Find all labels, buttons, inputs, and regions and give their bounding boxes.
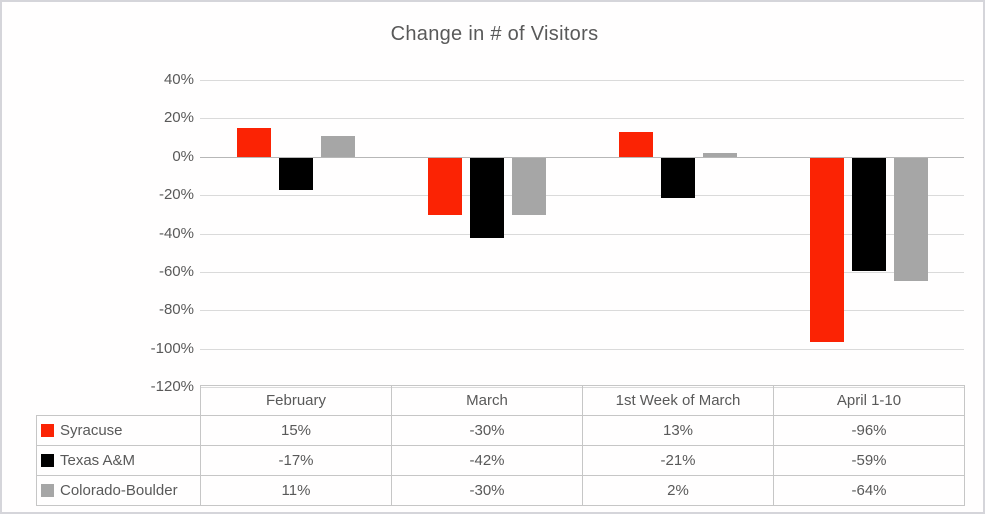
table-cell-colorado-boulder-february: 11% (200, 475, 392, 506)
bar-syracuse-april-1-10 (809, 157, 844, 342)
table-column-header-april-1-10: April 1-10 (773, 385, 965, 416)
gridline (200, 80, 964, 81)
y-axis-tick-label: 40% (163, 71, 194, 88)
legend-item-texas-a-m: Texas A&M (36, 445, 201, 476)
bar-syracuse-february (236, 127, 271, 157)
table-cell-colorado-boulder-march: -30% (391, 475, 583, 506)
y-axis: 40% 20% 0% -20% -40% -60% -80% -100% -120% (2, 2, 194, 512)
y-axis-tick-label: 20% (163, 109, 194, 127)
gridline (200, 195, 964, 197)
y-axis-tick-label: -20% (158, 186, 194, 204)
legend-color-swatch-icon (41, 424, 54, 437)
bar-texas-a-m-1st-week-of-march (660, 157, 695, 199)
y-axis-tick-label: -80% (158, 301, 194, 319)
x-axis-line (200, 156, 964, 158)
table-column-header-1st-week-of-march: 1st Week of March (582, 385, 774, 416)
y-axis-tick-label: -40% (158, 224, 194, 242)
bar-colorado-boulder-april-1-10 (893, 157, 928, 281)
gridline (200, 271, 964, 273)
table-cell-syracuse-february: 15% (200, 415, 392, 446)
y-axis-tick-label: -120% (150, 378, 194, 395)
legend-item-colorado-boulder: Colorado-Boulder (36, 475, 201, 506)
data-table: February March 1st Week of March April 1-10… (36, 385, 965, 506)
table-cell-colorado-boulder-april-1-10: -64% (773, 475, 965, 506)
plot-area (200, 80, 964, 388)
bar-colorado-boulder-february (320, 135, 355, 157)
table-cell-colorado-boulder-1st-week-of-march: 2% (582, 475, 774, 506)
table-cell-syracuse-1st-week-of-march: 13% (582, 415, 774, 446)
legend-label: Syracuse (60, 422, 123, 439)
table-column-header-march: March (391, 385, 583, 416)
legend-color-swatch-icon (41, 454, 54, 467)
gridline (200, 310, 964, 312)
gridline (200, 118, 964, 120)
legend-label: Colorado-Boulder (60, 482, 178, 499)
table-cell-texas-a-m-april-1-10: -59% (773, 445, 965, 476)
bar-colorado-boulder-march (511, 157, 546, 216)
table-row-texas-a-m: Texas A&M -17% -42% -21% -59% (36, 445, 965, 476)
table-corner-blank (37, 386, 201, 416)
table-header-row: February March 1st Week of March April 1-10 (37, 385, 965, 416)
bar-texas-a-m-march (469, 157, 504, 239)
table-cell-texas-a-m-1st-week-of-march: -21% (582, 445, 774, 476)
table-cell-syracuse-march: -30% (391, 415, 583, 446)
table-cell-texas-a-m-february: -17% (200, 445, 392, 476)
table-cell-syracuse-april-1-10: -96% (773, 415, 965, 446)
table-row-colorado-boulder: Colorado-Boulder 11% -30% 2% -64% (36, 475, 965, 506)
legend-item-syracuse: Syracuse (36, 415, 201, 446)
bar-texas-a-m-april-1-10 (851, 157, 886, 271)
bar-colorado-boulder-1st-week-of-march (702, 152, 737, 157)
legend-label: Texas A&M (60, 452, 136, 469)
y-axis-tick-label: 0% (172, 147, 194, 165)
bar-texas-a-m-february (278, 157, 313, 191)
table-cell-texas-a-m-march: -42% (391, 445, 583, 476)
legend-color-swatch-icon (41, 484, 54, 497)
y-axis-tick-label: -60% (158, 262, 194, 280)
table-row-syracuse: Syracuse 15% -30% 13% -96% (36, 415, 965, 446)
bar-syracuse-march (427, 157, 462, 216)
chart-title: Change in # of Visitors (390, 23, 599, 45)
gridline (200, 233, 964, 235)
bar-syracuse-1st-week-of-march (618, 131, 653, 157)
y-axis-tick-label: -100% (150, 339, 194, 357)
gridline (200, 348, 964, 350)
table-column-header-february: February (200, 385, 392, 416)
